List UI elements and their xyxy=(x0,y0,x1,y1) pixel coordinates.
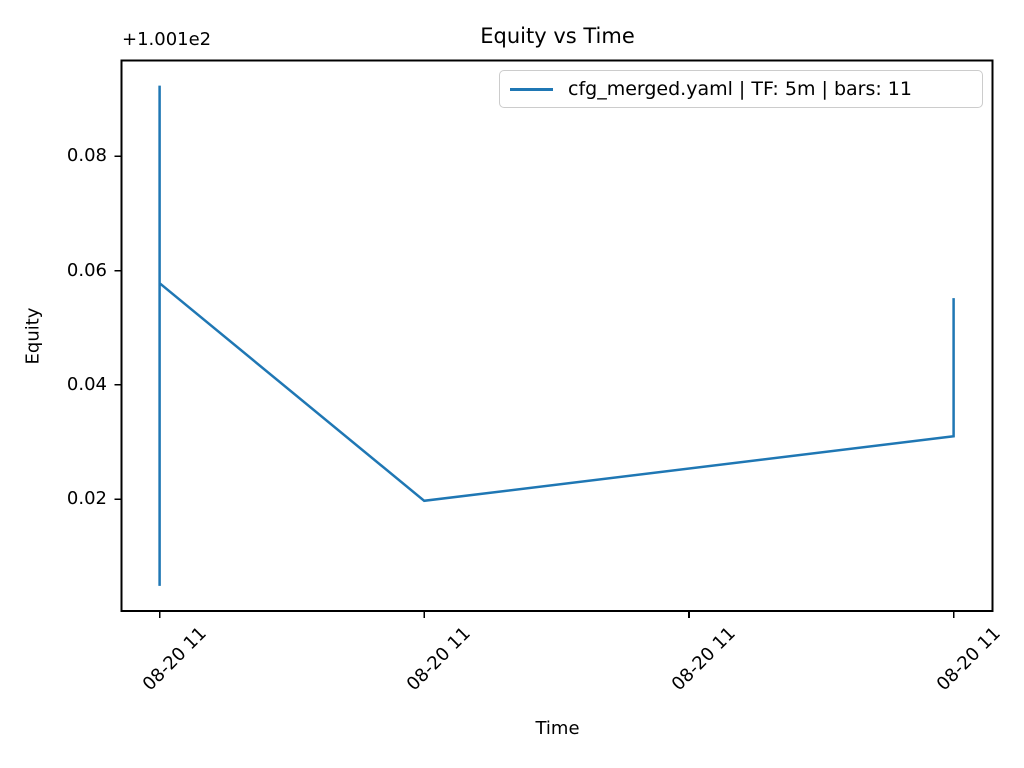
y-tick-label: 0.08 xyxy=(66,145,107,167)
y-tick-label: 0.06 xyxy=(66,259,107,281)
y-axis-offset-text: +1.001e2 xyxy=(122,29,212,50)
legend: cfg_merged.yaml | TF: 5m | bars: 11 xyxy=(499,70,983,108)
legend-line-sample xyxy=(510,87,553,91)
equity-line xyxy=(158,85,955,586)
legend-label: cfg_merged.yaml | TF: 5m | bars: 11 xyxy=(568,78,912,100)
y-tick-label: 0.04 xyxy=(66,373,107,395)
chart-title: Equity vs Time xyxy=(480,24,635,48)
y-tick-label: 0.02 xyxy=(66,488,107,510)
y-axis-label: Equity xyxy=(22,307,44,365)
x-axis-label: Time xyxy=(535,718,580,739)
axes-spines xyxy=(120,59,994,612)
